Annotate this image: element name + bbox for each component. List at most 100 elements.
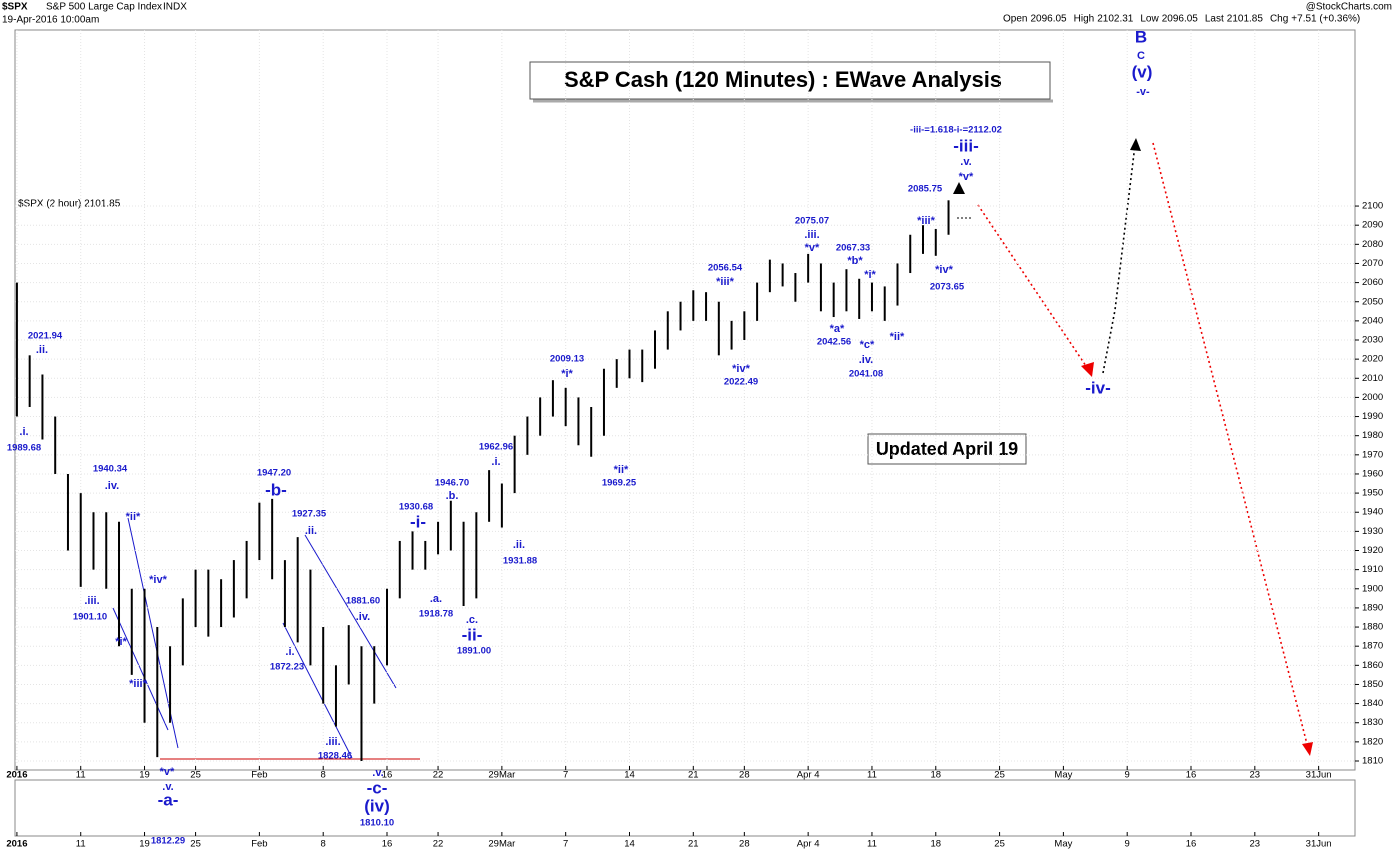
x-tick-label: 7 <box>563 839 568 850</box>
wave-label: -b- <box>265 480 287 499</box>
quote-value: 2102.31 <box>1097 14 1134 25</box>
wave-label: *v* <box>959 171 974 183</box>
x-tick-label: 16 <box>1186 770 1197 781</box>
x-tick-label: 25 <box>190 770 201 781</box>
wave-label: -i- <box>410 512 426 531</box>
wave-label: 1891.00 <box>457 646 491 657</box>
y-tick-label: 1820 <box>1362 736 1383 747</box>
wave-label: C <box>1137 50 1145 62</box>
quote-label: Chg <box>1270 14 1288 25</box>
wave-label: *iii* <box>129 678 147 690</box>
wave-label: .ii. <box>305 525 317 537</box>
quote-value: +7.51 (+0.36%) <box>1291 14 1360 25</box>
wave-label: .iii. <box>325 736 340 748</box>
y-tick-label: 2030 <box>1362 335 1383 346</box>
wave-label: 1812.29 <box>151 836 185 847</box>
y-tick-label: 2020 <box>1362 354 1383 365</box>
channel-line <box>112 607 169 731</box>
y-tick-label: 1900 <box>1362 583 1383 594</box>
wave-label: -ii- <box>462 625 483 644</box>
wave-label: (v) <box>1132 62 1153 81</box>
x-tick-label: Apr 4 <box>797 839 820 850</box>
channel-line <box>304 534 397 689</box>
wave-label: *iv* <box>935 264 953 276</box>
channels <box>112 517 397 759</box>
x-tick-label: 31Jun <box>1306 770 1332 781</box>
y-tick-label: 1840 <box>1362 698 1383 709</box>
x-tick-label: 2016 <box>6 770 27 781</box>
y-tick-label: 1860 <box>1362 660 1383 671</box>
y-tick-label: 2040 <box>1362 315 1383 326</box>
wave-label: *b* <box>847 255 863 267</box>
x-tick-label: May <box>1054 839 1072 850</box>
y-tick-label: 2050 <box>1362 296 1383 307</box>
arrow-head <box>1130 138 1141 151</box>
wave-label: .i. <box>285 646 294 658</box>
wave-label: *iii* <box>917 215 935 227</box>
wave-label: 2021.94 <box>28 331 63 342</box>
note: Updated April 19 <box>876 439 1018 459</box>
y-tick-label: 2080 <box>1362 239 1383 250</box>
wave-label: 2067.33 <box>836 243 870 254</box>
wave-label: 1989.68 <box>7 443 41 454</box>
wave-label: 1947.20 <box>257 468 291 479</box>
wave-label: 1810.10 <box>360 818 394 829</box>
x-tick-label: 9 <box>1125 839 1130 850</box>
x-tick-label: 14 <box>624 770 635 781</box>
wave-label: 1828.46 <box>318 751 352 762</box>
projection <box>1152 142 1309 749</box>
wave-label: 1940.34 <box>93 464 128 475</box>
quote-label: High <box>1074 14 1095 25</box>
timestamp: 19-Apr-2016 10:00am <box>2 15 99 26</box>
y-tick-label: 1910 <box>1362 564 1383 575</box>
x-tick-label: Feb <box>251 770 267 781</box>
y-tick-label: 1950 <box>1362 488 1383 499</box>
y-tick-label: 1890 <box>1362 602 1383 613</box>
wave-label: .iv. <box>859 354 873 366</box>
wave-label: .iii. <box>84 595 99 607</box>
wave-label: *iv* <box>732 363 750 375</box>
x-tick-label: 22 <box>433 839 444 850</box>
wave-label: .iii. <box>804 229 819 241</box>
quote-label: Open <box>1003 14 1027 25</box>
wave-label: *ii* <box>614 464 629 476</box>
x-tick-label: 25 <box>994 770 1005 781</box>
index-name: S&P 500 Large Cap Index <box>46 2 162 13</box>
x-tick-label: 28 <box>739 839 750 850</box>
x-tick-label: 16 <box>382 770 393 781</box>
wave-label: .iv. <box>105 480 119 492</box>
wave-label: -c- <box>367 778 388 797</box>
quote-value: 2101.85 <box>1227 14 1264 25</box>
x-tick-label: 16 <box>382 839 393 850</box>
y-tick-label: 1880 <box>1362 622 1383 633</box>
x-tick-label: 28 <box>739 770 750 781</box>
quote-label: Last <box>1205 14 1224 25</box>
symbol: $SPX <box>2 2 28 13</box>
projection <box>977 204 1091 373</box>
wave-label: *v* <box>160 766 175 778</box>
x-tick-label: 29Mar <box>488 770 515 781</box>
wave-label: 2056.54 <box>708 263 743 274</box>
x-tick-label: Apr 4 <box>797 770 820 781</box>
wave-label: 1969.25 <box>602 478 637 489</box>
x-tick-label: May <box>1054 770 1072 781</box>
y-tick-label: 1810 <box>1362 756 1383 767</box>
wave-label: 1946.70 <box>435 478 469 489</box>
wave-label: .v. <box>960 156 971 168</box>
x-tick-label: 21 <box>688 770 699 781</box>
wave-label: .i. <box>19 426 28 438</box>
x-tick-label: 11 <box>76 839 86 850</box>
y-tick-label: 1930 <box>1362 526 1383 537</box>
quote-value: 2096.05 <box>1162 14 1199 25</box>
wave-label: (iv) <box>364 796 390 815</box>
y-tick-label: 1980 <box>1362 430 1383 441</box>
wave-label: *iv* <box>149 574 167 586</box>
wave-label: .c. <box>466 614 478 626</box>
x-tick-label: 25 <box>994 839 1005 850</box>
exchange: INDX <box>163 2 187 13</box>
wave-label: -iv- <box>1085 378 1111 397</box>
x-tick-label: 19 <box>139 770 150 781</box>
wave-label: 1927.35 <box>292 509 327 520</box>
quote-label: Low <box>1140 14 1159 25</box>
y-tick-label: 2070 <box>1362 258 1383 269</box>
